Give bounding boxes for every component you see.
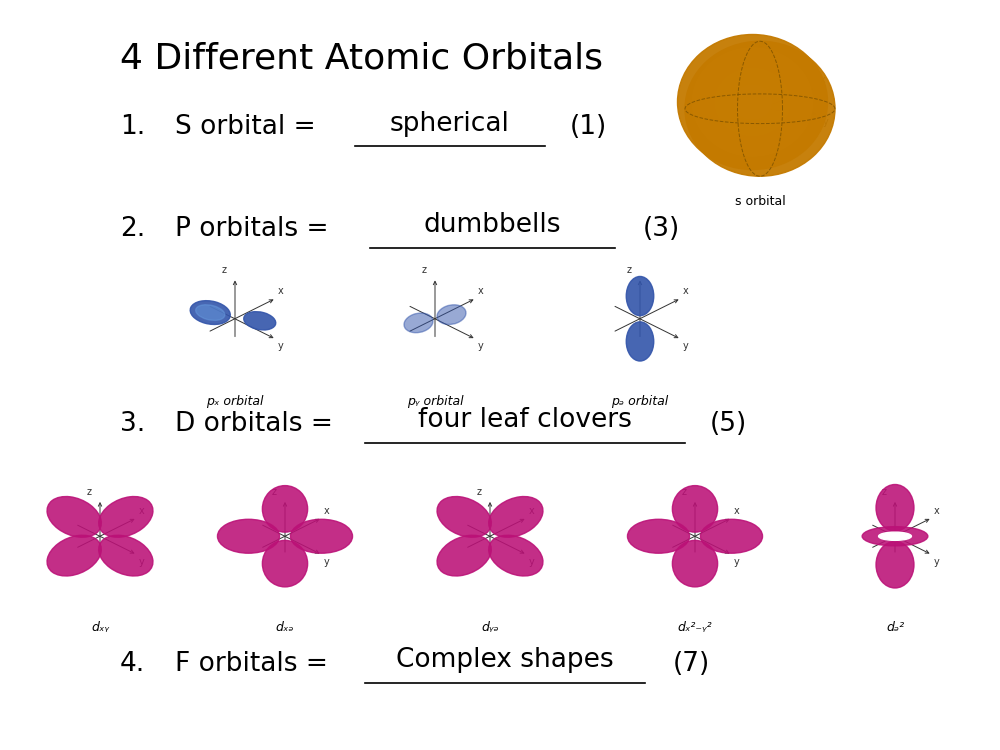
Text: (7): (7) (673, 651, 710, 676)
Text: P orbitals =: P orbitals = (175, 216, 328, 242)
Text: (1): (1) (570, 115, 607, 140)
Text: x: x (734, 506, 739, 516)
Text: D orbitals =: D orbitals = (175, 411, 333, 436)
Text: x: x (934, 506, 939, 516)
Text: dₓᵧ: dₓᵧ (91, 621, 109, 634)
Text: y: y (934, 556, 939, 567)
Ellipse shape (489, 496, 543, 537)
Ellipse shape (734, 86, 771, 118)
Text: dₓₔ: dₓₔ (276, 621, 294, 634)
Text: y: y (278, 341, 284, 352)
Text: spherical: spherical (390, 111, 510, 136)
Text: S orbital =: S orbital = (175, 115, 316, 140)
Text: y: y (478, 341, 484, 352)
Text: F orbitals =: F orbitals = (175, 651, 328, 676)
Ellipse shape (262, 485, 308, 532)
Ellipse shape (99, 536, 153, 576)
Ellipse shape (715, 68, 790, 136)
Ellipse shape (700, 519, 763, 554)
Ellipse shape (290, 519, 353, 554)
Text: 2.: 2. (120, 216, 145, 242)
Text: z: z (627, 266, 632, 275)
Ellipse shape (879, 532, 911, 540)
Text: z: z (477, 488, 482, 497)
Text: y: y (324, 556, 329, 567)
Text: 3.: 3. (120, 411, 145, 436)
Text: z: z (272, 488, 277, 497)
Text: four leaf clovers: four leaf clovers (418, 407, 632, 433)
Text: pₔ orbital: pₔ orbital (611, 395, 669, 408)
Text: x: x (478, 286, 484, 296)
Text: Complex shapes: Complex shapes (396, 647, 614, 673)
Text: x: x (139, 506, 144, 516)
Ellipse shape (876, 484, 914, 531)
Text: z: z (758, 39, 763, 49)
Text: s orbital: s orbital (735, 195, 785, 208)
Text: x: x (683, 286, 689, 296)
Text: y: y (683, 341, 689, 352)
Ellipse shape (190, 301, 230, 325)
Text: y: y (823, 117, 829, 127)
Text: (5): (5) (710, 411, 747, 436)
Text: 4.: 4. (120, 651, 145, 676)
Ellipse shape (626, 277, 654, 316)
Ellipse shape (47, 536, 101, 576)
Ellipse shape (685, 41, 835, 176)
Ellipse shape (437, 496, 491, 537)
Text: dumbbells: dumbbells (424, 212, 561, 238)
Ellipse shape (672, 485, 718, 532)
Text: 4 Different Atomic Orbitals: 4 Different Atomic Orbitals (120, 41, 603, 75)
Ellipse shape (627, 519, 690, 554)
Ellipse shape (47, 496, 101, 537)
Text: dₓ²₋ᵧ²: dₓ²₋ᵧ² (678, 621, 712, 634)
Ellipse shape (244, 312, 276, 330)
Text: dᵧₔ: dᵧₔ (481, 621, 499, 634)
Text: x: x (529, 506, 534, 516)
Ellipse shape (99, 496, 153, 537)
Ellipse shape (489, 536, 543, 576)
Text: y: y (734, 556, 739, 567)
Text: y: y (139, 556, 144, 567)
Text: pₓ orbital: pₓ orbital (206, 395, 264, 408)
Text: dₔ²: dₔ² (886, 621, 904, 634)
Ellipse shape (678, 34, 828, 170)
Text: z: z (222, 266, 227, 275)
Text: pᵧ orbital: pᵧ orbital (407, 395, 463, 408)
Text: x: x (820, 75, 825, 86)
Ellipse shape (196, 304, 225, 320)
Ellipse shape (404, 313, 433, 333)
Text: z: z (422, 266, 427, 275)
Text: z: z (882, 488, 887, 497)
Ellipse shape (437, 304, 466, 325)
Text: (3): (3) (643, 216, 680, 242)
Ellipse shape (862, 526, 928, 546)
Text: y: y (529, 556, 534, 567)
Text: z: z (682, 488, 687, 497)
Ellipse shape (262, 540, 308, 587)
Text: x: x (278, 286, 284, 296)
Ellipse shape (217, 519, 280, 554)
Text: x: x (324, 506, 329, 516)
Text: z: z (87, 488, 92, 497)
Ellipse shape (626, 322, 654, 361)
Ellipse shape (672, 540, 718, 587)
Ellipse shape (437, 536, 491, 576)
Ellipse shape (876, 542, 914, 588)
Text: 1.: 1. (120, 115, 145, 140)
Ellipse shape (693, 48, 813, 156)
